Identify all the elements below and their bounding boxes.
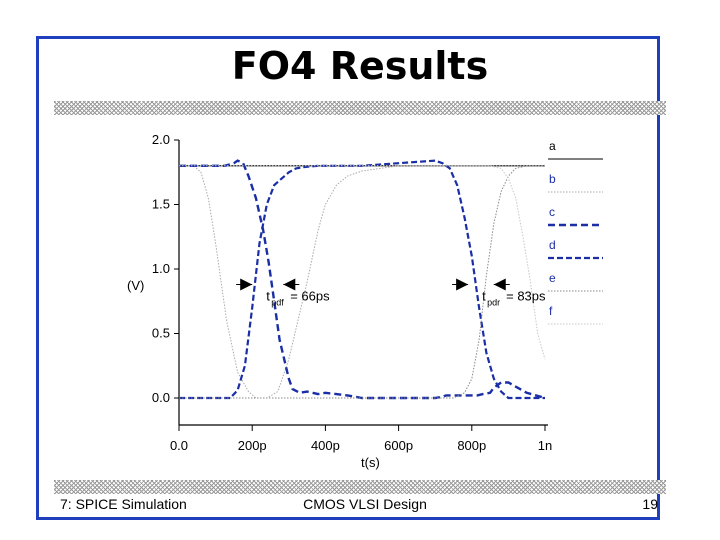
series-line-d [179,159,545,400]
annotation-label: t [482,288,486,303]
annotation-subscript: pdr [487,297,500,307]
legend-label-f: f [549,304,553,318]
slide-frame [36,36,660,520]
y-tick-label: 2.0 [152,132,170,147]
y-tick-labels: 0.0 0.5 1.0 1.5 2.0 [152,132,170,405]
legend-label-e: e [549,271,556,285]
chart-legend: a b c d e f [548,139,603,325]
bottom-hatch-bar [54,480,666,494]
series-line-f [179,165,546,360]
slide-title: FO4 Results [231,44,489,88]
annotation-right-arrowhead [283,278,296,291]
annotation-label: t [266,288,270,303]
footer-course: CMOS VLSI Design [303,496,427,512]
series-line-c [179,159,546,400]
annotation-right-arrowhead [493,278,506,291]
series-line-b [179,165,545,399]
footer-page-number: 19 [642,496,658,512]
x-tick-labels: 0.0 200p 400p 600p 800p 1n [170,438,552,453]
annotation-subscript: pdf [271,297,284,307]
x-tick-label: 800p [457,438,486,453]
legend-label-a: a [549,139,556,153]
x-tick-label: 600p [384,438,413,453]
legend-label-b: b [549,172,556,186]
x-tick-marks [178,425,546,431]
legend-label-d: d [549,238,556,252]
y-axis-label: (V) [127,278,144,293]
y-tick-label: 1.5 [152,197,170,212]
x-tick-label: 1n [538,438,552,453]
top-hatch-bar [54,101,666,115]
x-tick-label: 0.0 [170,438,188,453]
series-lines [179,159,546,400]
y-tick-label: 0.5 [152,326,170,341]
annotation-left-arrowhead [456,278,469,291]
series-line-e [179,165,545,399]
y-tick-label: 1.0 [152,261,170,276]
x-axis-label: t(s) [361,455,380,470]
x-tick-label: 400p [311,438,340,453]
y-tick-label: 0.0 [152,390,170,405]
y-tick-marks [174,139,179,399]
legend-label-c: c [549,205,555,219]
annotation-value: = 66ps [290,288,330,303]
annotation-value: = 83ps [506,288,546,303]
footer-chapter: 7: SPICE Simulation [60,496,187,512]
x-tick-label: 200p [238,438,267,453]
annotation-left-arrowhead [240,278,253,291]
delay-annotations: t pdf = 66ps t pdr = 83ps [236,278,546,307]
